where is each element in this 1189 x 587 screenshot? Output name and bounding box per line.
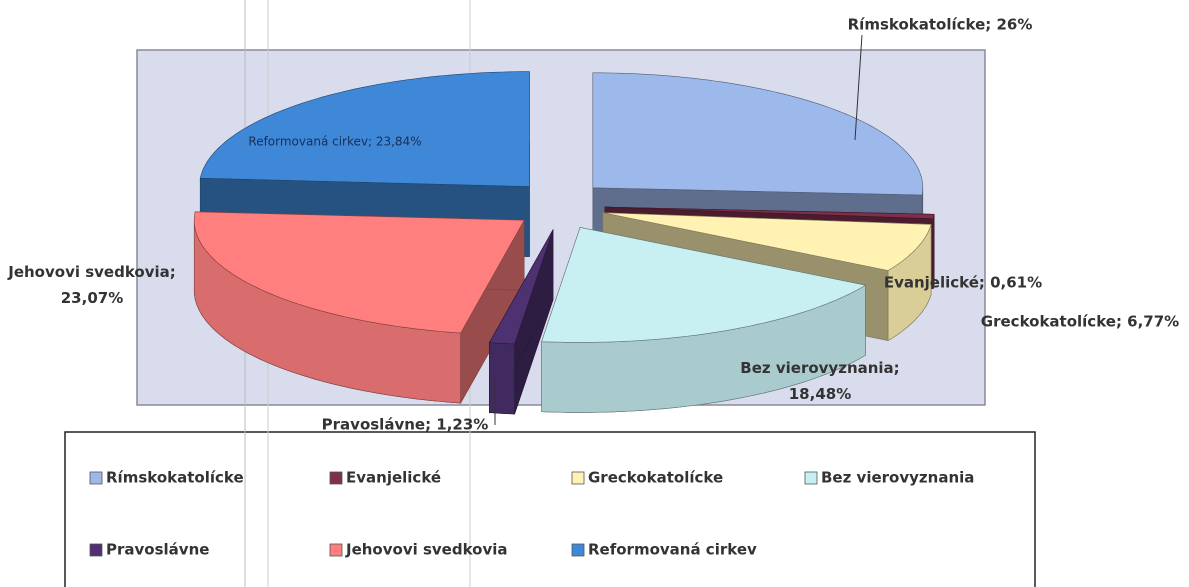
data-label: Jehovovi svedkovia; 23,07% <box>7 263 176 307</box>
legend-box <box>64 431 1036 587</box>
data-label-line: 23,07% <box>61 289 123 307</box>
pie <box>193 71 935 415</box>
data-label-line: Bez vierovyznania; <box>740 359 899 377</box>
legend-swatch <box>571 471 585 485</box>
legend-label: Evanjelické <box>346 469 441 487</box>
legend-label: Rímskokatolícke <box>106 469 244 487</box>
data-label-line: Jehovovi svedkovia; <box>7 263 176 281</box>
legend-swatch <box>89 543 103 557</box>
leader-line <box>854 34 863 141</box>
legend-swatch <box>329 543 343 557</box>
data-label-line: 18,48% <box>789 385 851 403</box>
slice-top <box>488 229 554 345</box>
data-label: Rímskokatolícke; 26% <box>848 16 1033 34</box>
slice-top <box>541 227 867 343</box>
slice-top <box>592 72 924 196</box>
slice-top <box>199 71 530 187</box>
data-label: Pravoslávne; 1,23% <box>322 416 489 434</box>
data-label: Evanjelické; 0,61% <box>884 274 1042 292</box>
legend-label: Jehovovi svedkovia <box>345 541 508 559</box>
slice-top <box>193 211 525 334</box>
legend-swatch <box>89 471 103 485</box>
slice-wall <box>489 342 515 415</box>
legend-swatch <box>571 543 585 557</box>
legend-label: Bez vierovyznania <box>821 469 974 487</box>
slice-top <box>604 206 935 220</box>
slice-top <box>602 212 932 271</box>
legend: Rímskokatolícke Evanjelické Greckokatolíck… <box>89 469 974 559</box>
legend-label: Pravoslávne <box>106 541 209 559</box>
legend-label: Reformovaná cirkev <box>588 541 757 559</box>
data-label: Reformovaná cirkev; 23,84% <box>248 135 421 149</box>
legend-label: Greckokatolícke <box>588 469 723 487</box>
legend-swatch <box>329 471 343 485</box>
data-labels: Rímskokatolícke; 26% Evanjelické; 0,61% Gr… <box>7 16 1179 434</box>
legend-swatch <box>804 471 818 485</box>
data-label: Bez vierovyznania; 18,48% <box>740 359 899 403</box>
data-label: Greckokatolícke; 6,77% <box>981 313 1179 331</box>
